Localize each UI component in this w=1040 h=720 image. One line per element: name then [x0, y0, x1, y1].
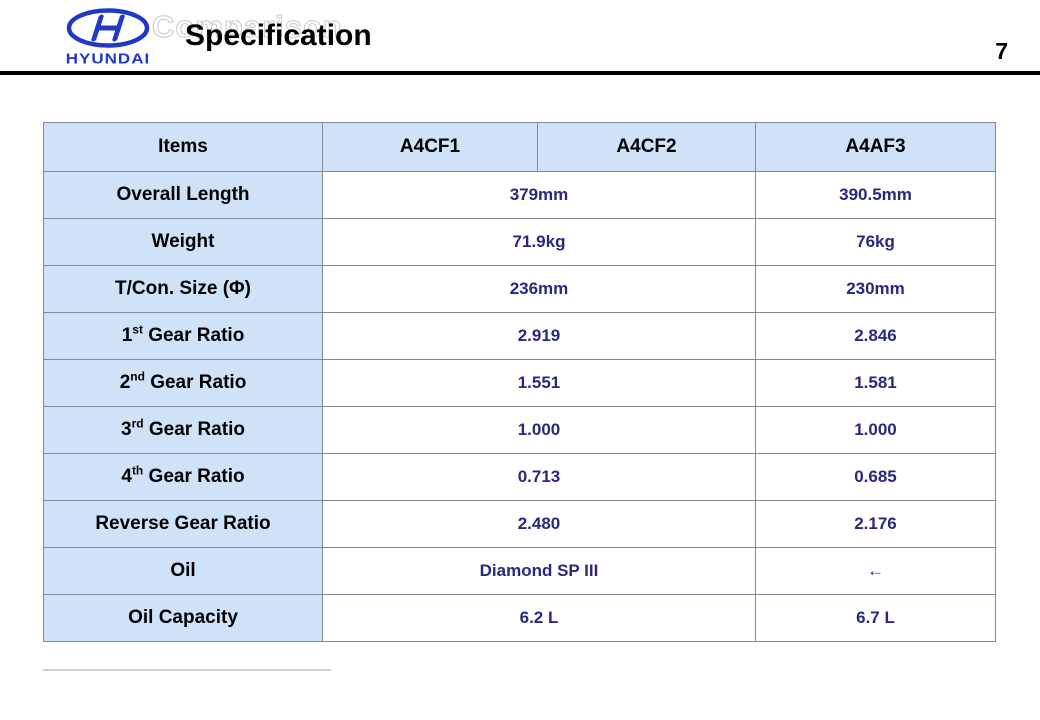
- row-label: 3rd Gear Ratio: [43, 406, 323, 454]
- a4af3-value: 230mm: [755, 265, 996, 313]
- table-row-4th-gear: 4th Gear Ratio 0.713 0.685: [43, 453, 996, 501]
- a4cf-value: 2.480: [322, 500, 756, 548]
- row-label: Reverse Gear Ratio: [43, 500, 323, 548]
- table-row-3rd-gear: 3rd Gear Ratio 1.000 1.000: [43, 406, 996, 454]
- a4cf-value: 2.919: [322, 312, 756, 360]
- column-header-a4cf1: A4CF1: [322, 122, 538, 172]
- a4cf-value: 0.713: [322, 453, 756, 501]
- header-divider: [0, 71, 1040, 75]
- a4af3-value: 76kg: [755, 218, 996, 266]
- row-label: Overall Length: [43, 171, 323, 219]
- specification-table: Items A4CF1 A4CF2 A4AF3 Overall Length 3…: [43, 122, 996, 642]
- hyundai-oval-icon: [66, 8, 150, 48]
- a4af3-value: 2.846: [755, 312, 996, 360]
- table-row-oil-capacity: Oil Capacity 6.2 L 6.7 L: [43, 594, 996, 642]
- column-header-a4cf2: A4CF2: [537, 122, 756, 172]
- table-row-1st-gear: 1st Gear Ratio 2.919 2.846: [43, 312, 996, 360]
- a4cf-value: 71.9kg: [322, 218, 756, 266]
- row-label: Weight: [43, 218, 323, 266]
- a4af3-value: 2.176: [755, 500, 996, 548]
- table-row-oil: Oil Diamond SP III ←: [43, 547, 996, 595]
- table-bottom-shadow: [43, 669, 331, 671]
- a4af3-value: 6.7 L: [755, 594, 996, 642]
- page-title: Specification: [185, 19, 372, 52]
- a4cf-value: 1.000: [322, 406, 756, 454]
- row-label: 1st Gear Ratio: [43, 312, 323, 360]
- a4af3-value: 1.000: [755, 406, 996, 454]
- hyundai-logo: HYUNDAI: [52, 8, 164, 69]
- row-label: T/Con. Size (Φ): [43, 265, 323, 313]
- a4af3-value: 390.5mm: [755, 171, 996, 219]
- row-label: Oil Capacity: [43, 594, 323, 642]
- table-row-tcon-size: T/Con. Size (Φ) 236mm 230mm: [43, 265, 996, 313]
- column-header-items: Items: [43, 122, 323, 172]
- table-row-overall-length: Overall Length 379mm 390.5mm: [43, 171, 996, 219]
- a4af3-value a4af3-same-as-left-arrow: ←: [755, 547, 996, 595]
- a4af3-value: 0.685: [755, 453, 996, 501]
- table-row-2nd-gear: 2nd Gear Ratio 1.551 1.581: [43, 359, 996, 407]
- a4cf-value: 6.2 L: [322, 594, 756, 642]
- a4cf-value: 236mm: [322, 265, 756, 313]
- a4cf-value: 1.551: [322, 359, 756, 407]
- table-row-reverse-gear: Reverse Gear Ratio 2.480 2.176: [43, 500, 996, 548]
- row-label: Oil: [43, 547, 323, 595]
- table-header-row: Items A4CF1 A4CF2 A4AF3: [43, 122, 996, 172]
- table-row-weight: Weight 71.9kg 76kg: [43, 218, 996, 266]
- row-label: 4th Gear Ratio: [43, 453, 323, 501]
- ghost-title: Comparison: [152, 9, 343, 45]
- column-header-a4af3: A4AF3: [755, 122, 996, 172]
- a4cf-value: 379mm: [322, 171, 756, 219]
- a4af3-value: 1.581: [755, 359, 996, 407]
- a4cf-value: Diamond SP III: [322, 547, 756, 595]
- row-label: 2nd Gear Ratio: [43, 359, 323, 407]
- slide-header: HYUNDAI Comparison Specification 7: [0, 0, 1040, 80]
- page-number: 7: [995, 38, 1008, 64]
- hyundai-wordmark: HYUNDAI: [65, 50, 151, 67]
